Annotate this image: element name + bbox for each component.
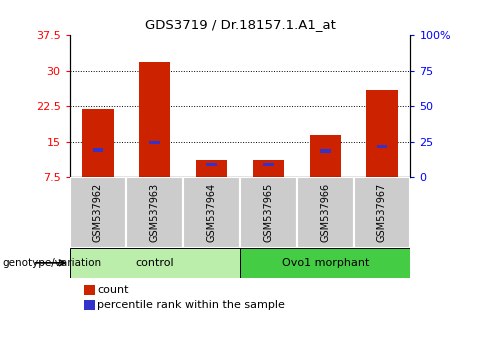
Bar bbox=[297, 177, 354, 248]
Text: count: count bbox=[97, 285, 129, 295]
Text: GDS3719 / Dr.18157.1.A1_at: GDS3719 / Dr.18157.1.A1_at bbox=[144, 18, 336, 31]
Text: percentile rank within the sample: percentile rank within the sample bbox=[97, 300, 285, 310]
Bar bbox=[376, 145, 387, 148]
Bar bbox=[183, 177, 240, 248]
Bar bbox=[253, 160, 284, 177]
Bar bbox=[310, 135, 341, 177]
Bar bbox=[83, 109, 114, 177]
Bar bbox=[70, 248, 240, 278]
Text: genotype/variation: genotype/variation bbox=[2, 258, 102, 268]
Text: GSM537966: GSM537966 bbox=[320, 183, 330, 242]
Text: GSM537963: GSM537963 bbox=[150, 183, 160, 242]
Bar bbox=[240, 248, 410, 278]
Bar bbox=[354, 177, 410, 248]
Text: GSM537965: GSM537965 bbox=[264, 183, 274, 242]
Bar bbox=[70, 177, 126, 248]
Text: GSM537967: GSM537967 bbox=[377, 183, 387, 242]
Bar bbox=[263, 162, 274, 166]
Bar bbox=[206, 162, 217, 166]
Bar bbox=[93, 148, 104, 152]
Text: control: control bbox=[135, 258, 174, 268]
Text: GSM537964: GSM537964 bbox=[206, 183, 216, 242]
Bar bbox=[126, 177, 183, 248]
Bar bbox=[149, 141, 160, 144]
Bar bbox=[240, 177, 297, 248]
Text: Ovo1 morphant: Ovo1 morphant bbox=[281, 258, 369, 268]
Bar bbox=[139, 62, 170, 177]
Bar bbox=[366, 90, 397, 177]
Bar bbox=[196, 160, 227, 177]
Text: GSM537962: GSM537962 bbox=[93, 183, 103, 242]
Bar bbox=[320, 149, 331, 153]
